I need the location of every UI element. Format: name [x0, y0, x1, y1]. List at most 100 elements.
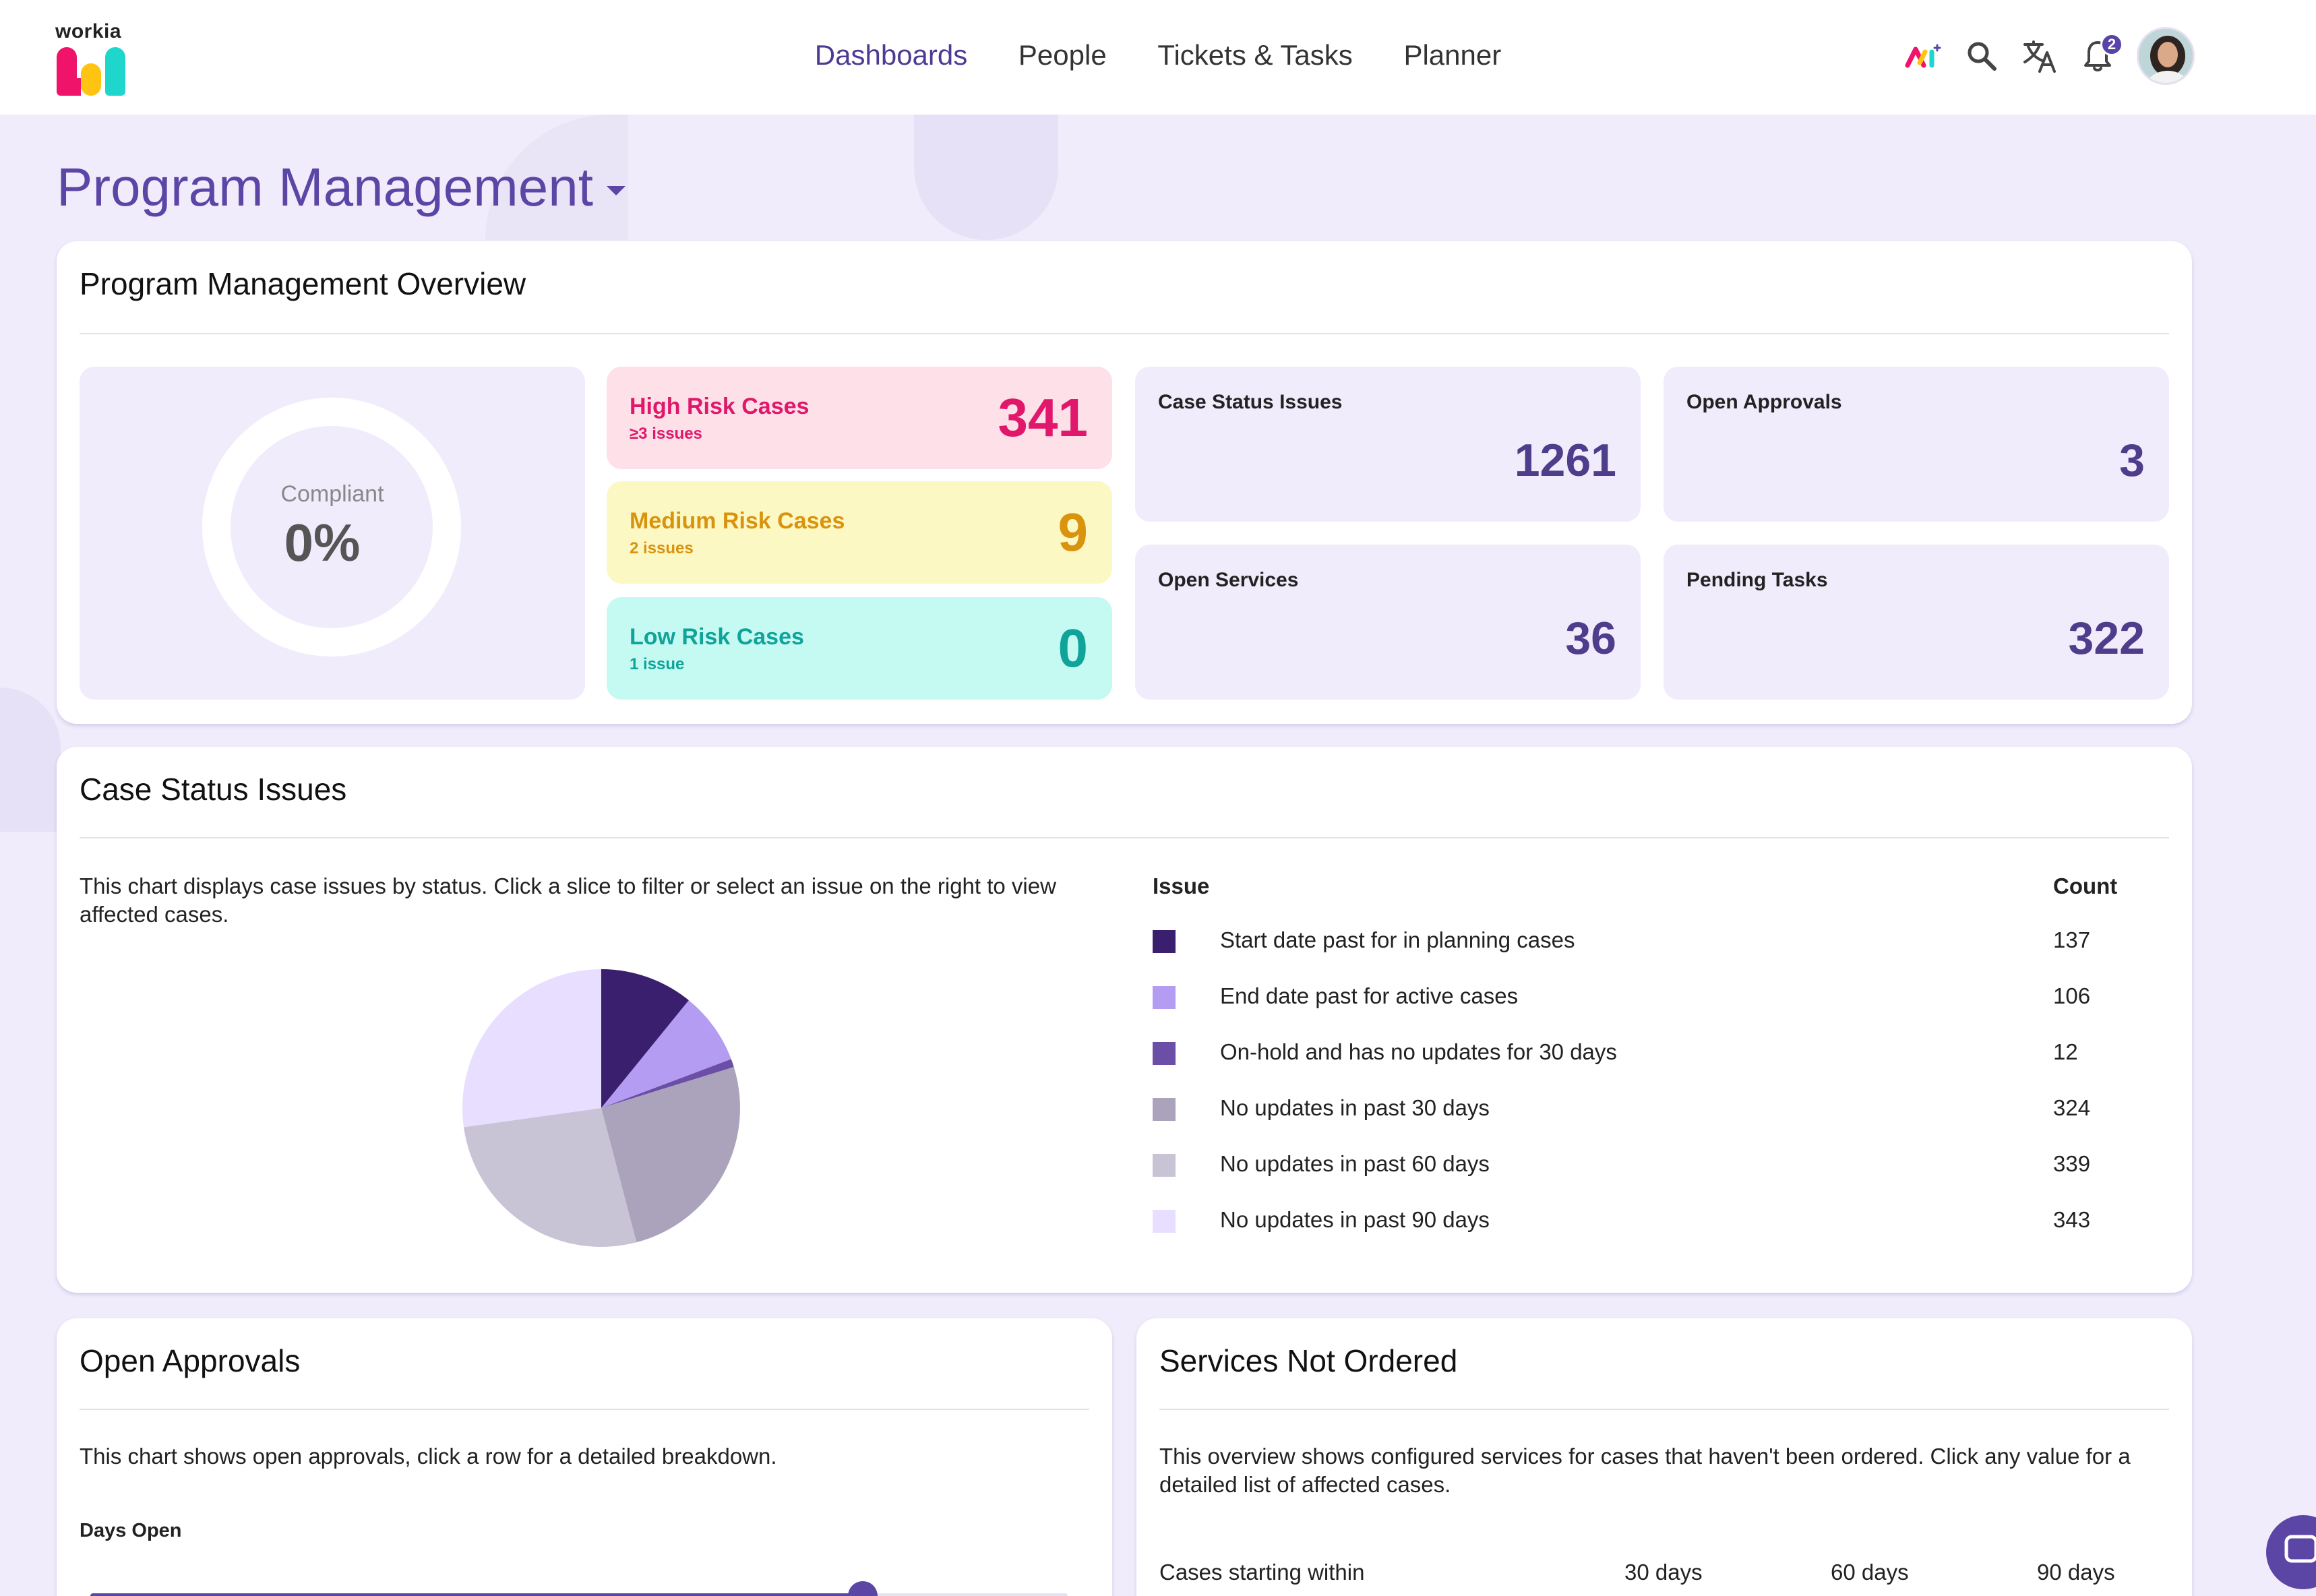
issue-count: 106	[2053, 983, 2091, 1008]
slider-fill	[90, 1593, 863, 1596]
issue-row-start-date-past[interactable]: Start date past for in planning cases 13…	[1153, 927, 2150, 968]
ai-assistant-icon[interactable]	[1905, 37, 1943, 75]
risk-value: 9	[1058, 502, 1089, 562]
risk-label: Low Risk Cases	[630, 624, 804, 650]
compliance-widget[interactable]: Compliant 0%	[80, 367, 585, 700]
chat-launcher-button[interactable]	[2266, 1515, 2316, 1589]
main-nav: Dashboards People Tickets & Tasks Planne…	[0, 39, 2316, 71]
issue-row-no-updates-30[interactable]: No updates in past 30 days 324	[1153, 1095, 2150, 1136]
divider	[80, 333, 2169, 334]
legend-swatch	[1153, 1210, 1176, 1233]
pie-slice[interactable]	[601, 1059, 734, 1108]
background-circle	[914, 115, 1058, 240]
issue-count: 324	[2053, 1095, 2091, 1120]
case-status-title: Case Status Issues	[80, 772, 347, 807]
nav-people[interactable]: People	[1018, 39, 1107, 71]
notification-count-badge: 2	[2100, 33, 2123, 56]
chat-icon	[2284, 1535, 2316, 1563]
issue-label: No updates in past 30 days	[1220, 1095, 1490, 1120]
risk-sub: 2 issues	[630, 539, 694, 557]
issue-label: No updates in past 90 days	[1220, 1207, 1490, 1232]
services-not-ordered-title: Services Not Ordered	[1159, 1343, 1458, 1378]
issue-label: No updates in past 60 days	[1220, 1151, 1490, 1176]
translate-icon[interactable]	[2021, 37, 2059, 75]
pie-slice[interactable]	[601, 969, 689, 1108]
issue-count: 339	[2053, 1151, 2091, 1176]
page-title: Program Management	[57, 157, 593, 217]
background-shape	[0, 687, 61, 832]
services-not-ordered-card: Services Not Ordered This overview shows…	[1136, 1318, 2192, 1596]
page-title-dropdown[interactable]: Program Management	[57, 156, 626, 218]
days-open-slider[interactable]	[90, 1581, 1068, 1596]
high-risk-cases-tile[interactable]: High Risk Cases ≥3 issues 341	[607, 367, 1112, 469]
issue-row-on-hold[interactable]: On-hold and has no updates for 30 days 1…	[1153, 1039, 2150, 1080]
column-90-days[interactable]: 90 days	[2037, 1560, 2115, 1585]
pending-tasks-tile[interactable]: Pending Tasks 322	[1664, 545, 2169, 700]
open-approvals-tile[interactable]: Open Approvals 3	[1664, 367, 2169, 522]
issue-count: 343	[2053, 1207, 2091, 1232]
risk-value: 341	[998, 388, 1088, 448]
pie-slice[interactable]	[463, 1108, 637, 1247]
issue-count: 12	[2053, 1039, 2078, 1064]
issue-row-no-updates-90[interactable]: No updates in past 90 days 343	[1153, 1207, 2150, 1248]
stat-label: Case Status Issues	[1158, 391, 1343, 413]
risk-sub: ≥3 issues	[630, 425, 702, 443]
case-status-description: This chart displays case issues by statu…	[80, 873, 1056, 927]
divider	[80, 837, 2169, 838]
nav-dashboards[interactable]: Dashboards	[814, 39, 968, 71]
logo-bars-icon	[57, 47, 125, 96]
pie-slice[interactable]	[601, 1000, 731, 1108]
open-approvals-title: Open Approvals	[80, 1343, 301, 1378]
stat-value: 36	[1565, 613, 1616, 664]
medium-risk-cases-tile[interactable]: Medium Risk Cases 2 issues 9	[607, 481, 1112, 584]
user-avatar[interactable]	[2137, 27, 2195, 85]
search-icon[interactable]	[1963, 37, 2001, 75]
column-60-days[interactable]: 60 days	[1831, 1560, 1909, 1585]
legend-swatch	[1153, 986, 1176, 1009]
pie-slice[interactable]	[462, 969, 601, 1128]
legend-swatch	[1153, 930, 1176, 953]
risk-label: Medium Risk Cases	[630, 508, 845, 534]
open-services-tile[interactable]: Open Services 36	[1135, 545, 1641, 700]
compliant-label: Compliant	[280, 481, 384, 507]
open-approvals-card: Open Approvals This chart shows open app…	[57, 1318, 1112, 1596]
stat-value: 3	[2119, 435, 2145, 486]
column-30-days[interactable]: 30 days	[1624, 1560, 1703, 1585]
pie-slice[interactable]	[601, 1067, 740, 1243]
nav-tickets-tasks[interactable]: Tickets & Tasks	[1157, 39, 1353, 71]
risk-sub: 1 issue	[630, 655, 685, 673]
case-status-pie-chart[interactable]	[453, 960, 750, 1256]
legend-swatch	[1153, 1098, 1176, 1121]
cases-starting-within-label: Cases starting within	[1159, 1560, 1365, 1585]
workia-logo[interactable]: workia	[55, 20, 129, 96]
stat-label: Pending Tasks	[1686, 569, 1828, 591]
legend-swatch	[1153, 1154, 1176, 1177]
overview-title: Program Management Overview	[80, 266, 526, 301]
divider	[80, 1409, 1089, 1410]
risk-label: High Risk Cases	[630, 394, 810, 419]
nav-planner[interactable]: Planner	[1403, 39, 1502, 71]
stat-value: 1261	[1514, 435, 1616, 486]
issue-row-no-updates-60[interactable]: No updates in past 60 days 339	[1153, 1151, 2150, 1192]
low-risk-cases-tile[interactable]: Low Risk Cases 1 issue 0	[607, 597, 1112, 700]
case-status-issues-tile[interactable]: Case Status Issues 1261	[1135, 367, 1641, 522]
header-actions: 2	[1905, 27, 2195, 85]
issue-row-end-date-past[interactable]: End date past for active cases 106	[1153, 983, 2150, 1024]
stat-value: 322	[2068, 613, 2145, 664]
compliant-value: 0%	[284, 513, 361, 572]
open-approvals-description: This chart shows open approvals, click a…	[80, 1444, 777, 1469]
overview-card: Program Management Overview Compliant 0%…	[57, 241, 2192, 724]
divider	[1159, 1409, 2169, 1410]
risk-value: 0	[1058, 618, 1089, 678]
top-navigation-bar: workia Dashboards People Tickets & Tasks…	[0, 0, 2316, 115]
issue-label: On-hold and has no updates for 30 days	[1220, 1039, 1617, 1064]
chevron-down-icon	[606, 186, 626, 195]
legend-swatch	[1153, 1042, 1176, 1065]
notifications-bell-icon[interactable]: 2	[2079, 33, 2123, 75]
issue-column-header: Issue	[1153, 873, 1210, 898]
issue-label: End date past for active cases	[1220, 983, 1519, 1008]
stat-label: Open Services	[1158, 569, 1299, 591]
slider-thumb[interactable]	[847, 1581, 878, 1596]
issue-label: Start date past for in planning cases	[1220, 927, 1575, 952]
stat-label: Open Approvals	[1686, 391, 1842, 413]
